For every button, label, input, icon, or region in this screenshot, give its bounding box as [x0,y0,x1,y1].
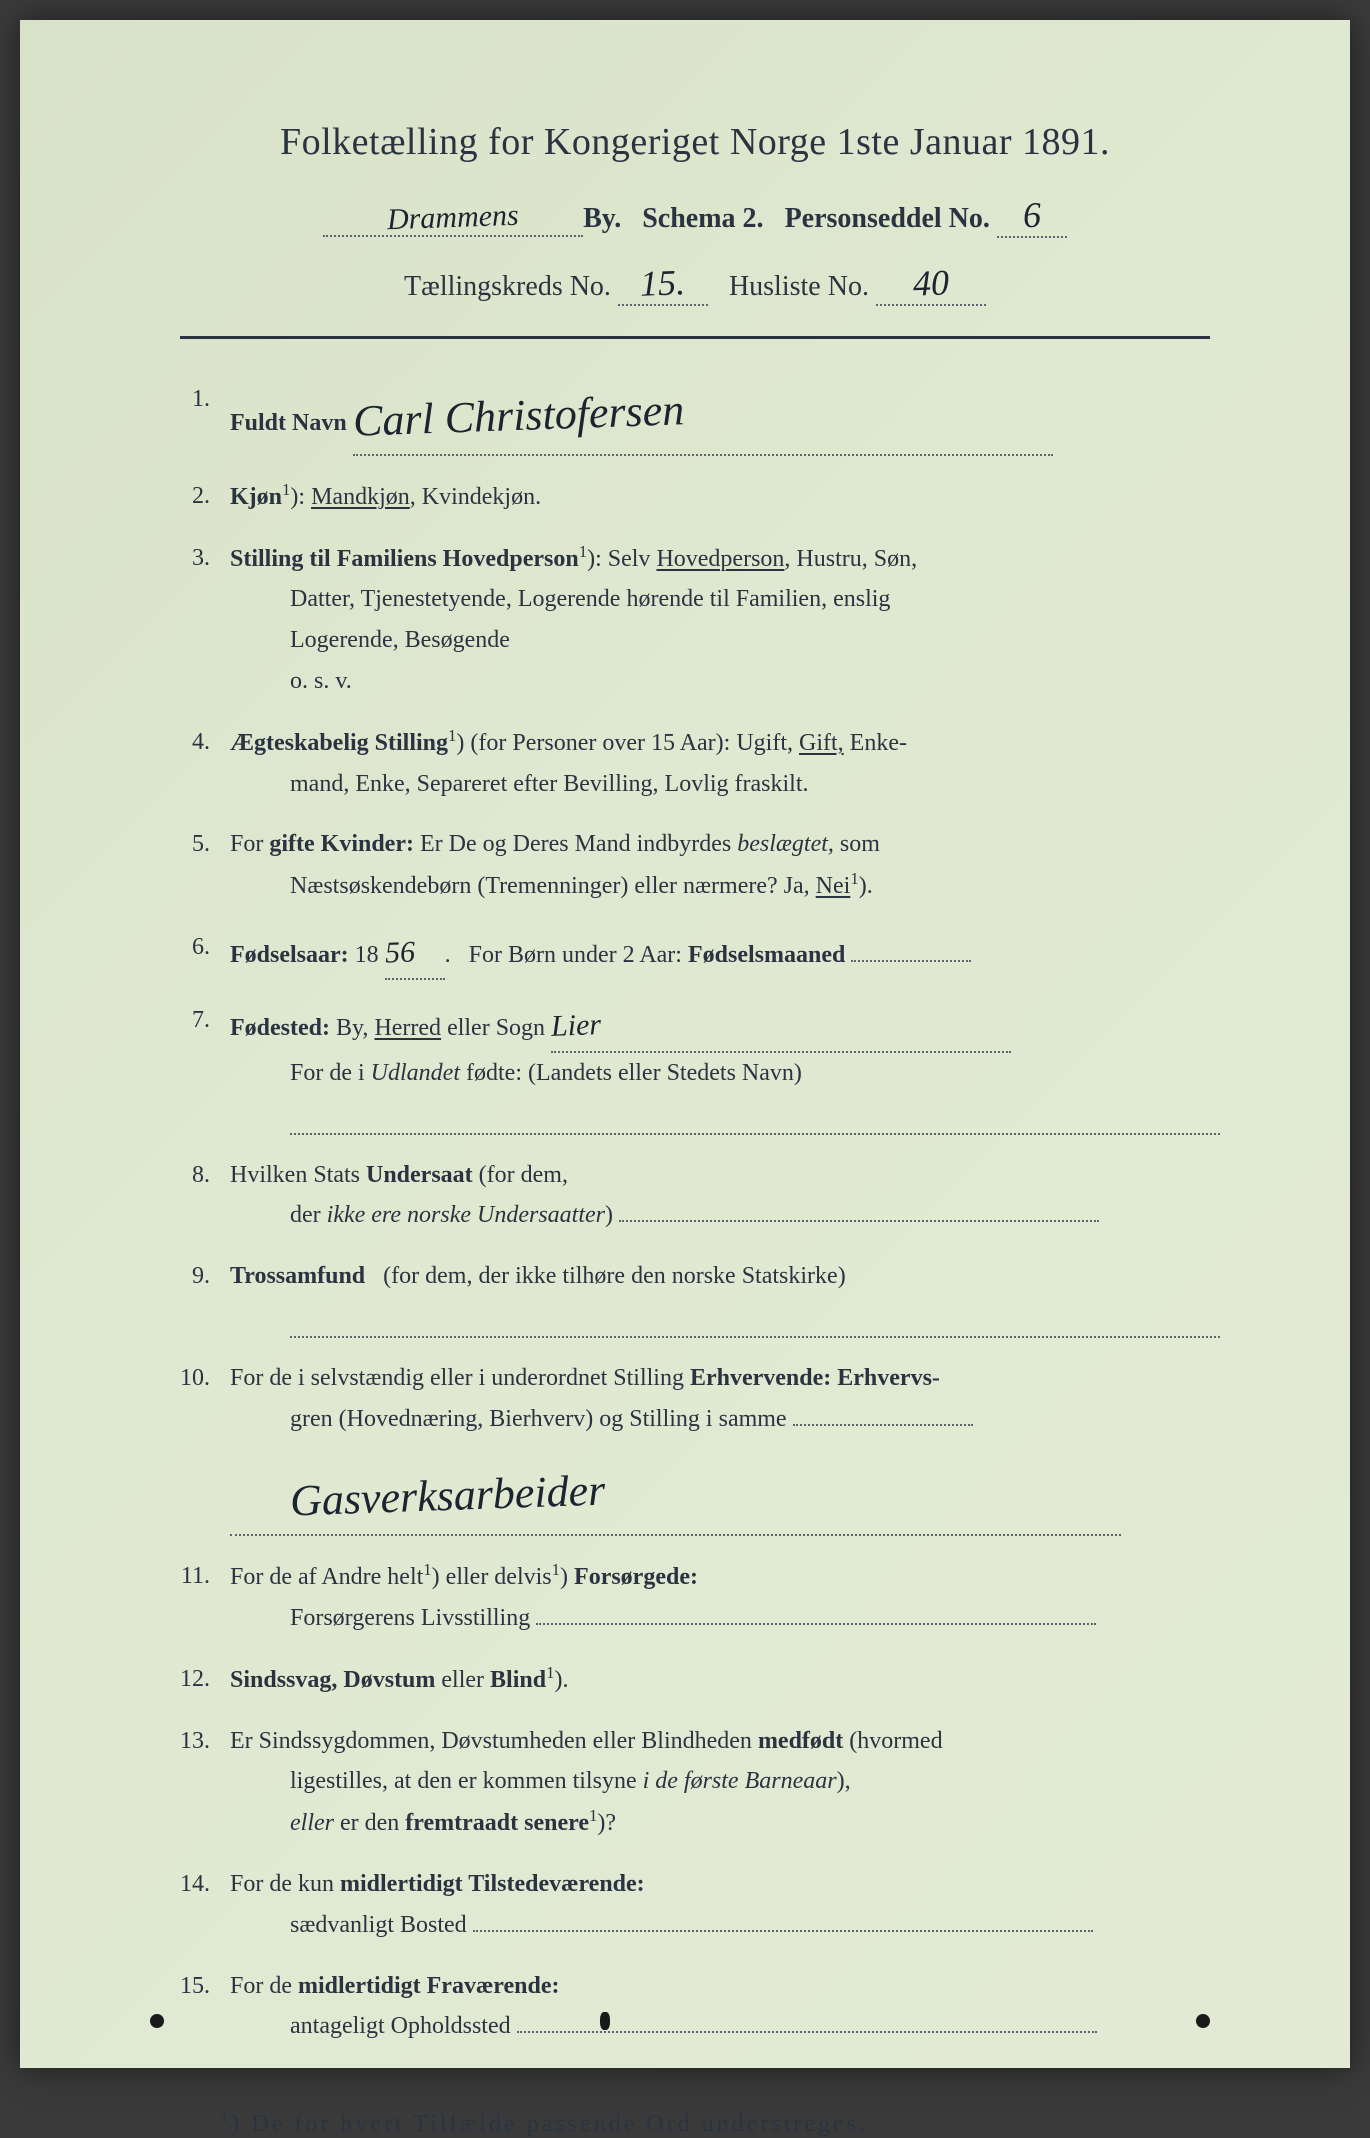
item-13: 13. Er Sindssygdommen, Døvstumheden elle… [170,1721,1220,1844]
item-1: 1. Fuldt Navn Carl Christofersen [170,379,1220,456]
num-8: 8. [170,1155,230,1237]
ink-spot [1196,2014,1210,2028]
q4-label: Ægteskabelig Stilling [230,730,448,756]
item-14: 14. For de kun midlertidigt Tilstedevære… [170,1864,1220,1946]
item-9: 9. Trossamfund (for dem, der ikke tilhør… [170,1256,1220,1338]
personseddel-hw: 6 [1022,194,1041,237]
kreds-label: Tællingskreds No. [404,271,611,302]
husliste-label: Husliste No. [729,271,869,302]
item-4: 4. Ægteskabelig Stilling1) (for Personer… [170,722,1220,805]
q6-label: Fødselsaar: [230,942,349,968]
q2-opt2: Kvindekjøn. [422,484,541,510]
q2-label: Kjøn [230,484,282,510]
q7-label: Fødested: [230,1015,330,1041]
item-15: 15. For de midlertidigt Fraværende: anta… [170,1966,1220,2048]
num-9: 9. [170,1256,230,1338]
num-1: 1. [170,379,230,456]
kreds-hw: 15. [640,261,686,305]
num-12: 12. [170,1659,230,1701]
q3-underlined: Hovedperson [656,546,784,572]
item-7: 7. Fødested: By, Herred eller Sogn Lier … [170,1000,1220,1135]
q7-hw: Lier [550,999,602,1052]
item-8: 8. Hvilken Stats Undersaat (for dem, der… [170,1155,1220,1237]
num-4: 4. [170,722,230,805]
form-header: Folketælling for Kongeriget Norge 1ste J… [160,120,1230,306]
num-14: 14. [170,1864,230,1946]
ink-spot [150,2014,164,2028]
item-2: 2. Kjøn1): Mandkjøn, Kvindekjøn. [170,476,1220,518]
num-3: 3. [170,538,230,702]
q2-opt1: Mandkjøn [311,484,410,510]
form-body: 1. Fuldt Navn Carl Christofersen 2. Kjøn… [160,379,1230,2047]
num-7: 7. [170,1000,230,1135]
num-2: 2. [170,476,230,518]
ink-spot [600,2012,610,2030]
census-form-page: Folketælling for Kongeriget Norge 1ste J… [20,20,1350,2068]
personseddel-label: Personseddel No. [785,203,990,234]
city-handwritten: Drammens [387,199,520,238]
header-divider [180,336,1210,339]
q1-hw: Carl Christofersen [351,373,685,459]
num-13: 13. [170,1721,230,1844]
main-title: Folketælling for Kongeriget Norge 1ste J… [160,120,1230,164]
item-3: 3. Stilling til Familiens Hovedperson1):… [170,538,1220,702]
num-11: 11. [170,1556,230,1639]
q1-label: Fuldt Navn [230,410,347,436]
footnote: 1) De for hvert Tilfælde passende Ord un… [160,2107,1230,2138]
item-6: 6. Fødselsaar: 18 56 . For Børn under 2 … [170,927,1220,980]
husliste-hw: 40 [912,261,949,304]
q5-underlined: Nei [816,873,851,899]
q4-underlined: Gift, [799,730,844,756]
q10-hw: Gasverksarbeider [289,1454,607,1540]
by-label: By. [583,203,621,234]
subtitle-row-2: Tællingskreds No. 15. Husliste No. 40 [160,262,1230,306]
schema-label: Schema 2. [642,203,763,234]
item-5: 5. For gifte Kvinder: Er De og Deres Man… [170,824,1220,907]
subtitle-row-1: Drammens By. Schema 2. Personseddel No. … [160,194,1230,238]
num-6: 6. [170,927,230,980]
item-12: 12. Sindssvag, Døvstum eller Blind1). [170,1659,1220,1701]
num-15: 15. [170,1966,230,2048]
q3-label: Stilling til Familiens Hovedperson [230,546,579,572]
num-10: 10. [170,1358,230,1536]
q6-hw: 56 [384,926,416,978]
item-11: 11. For de af Andre helt1) eller delvis1… [170,1556,1220,1639]
item-10: 10. For de i selvstændig eller i underor… [170,1358,1220,1536]
num-5: 5. [170,824,230,907]
